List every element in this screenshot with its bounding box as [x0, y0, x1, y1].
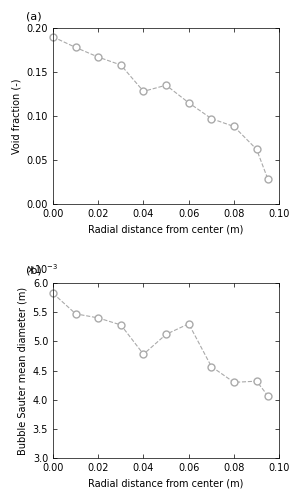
Y-axis label: Bubble Sauter mean diameter (m): Bubble Sauter mean diameter (m)	[17, 286, 27, 454]
X-axis label: Radial distance from center (m): Radial distance from center (m)	[88, 224, 244, 234]
Text: (a): (a)	[26, 11, 42, 21]
Text: (b): (b)	[26, 266, 42, 276]
Text: $\times 10^{-3}$: $\times 10^{-3}$	[26, 262, 58, 276]
Y-axis label: Void fraction (-): Void fraction (-)	[11, 78, 21, 154]
X-axis label: Radial distance from center (m): Radial distance from center (m)	[88, 479, 244, 489]
